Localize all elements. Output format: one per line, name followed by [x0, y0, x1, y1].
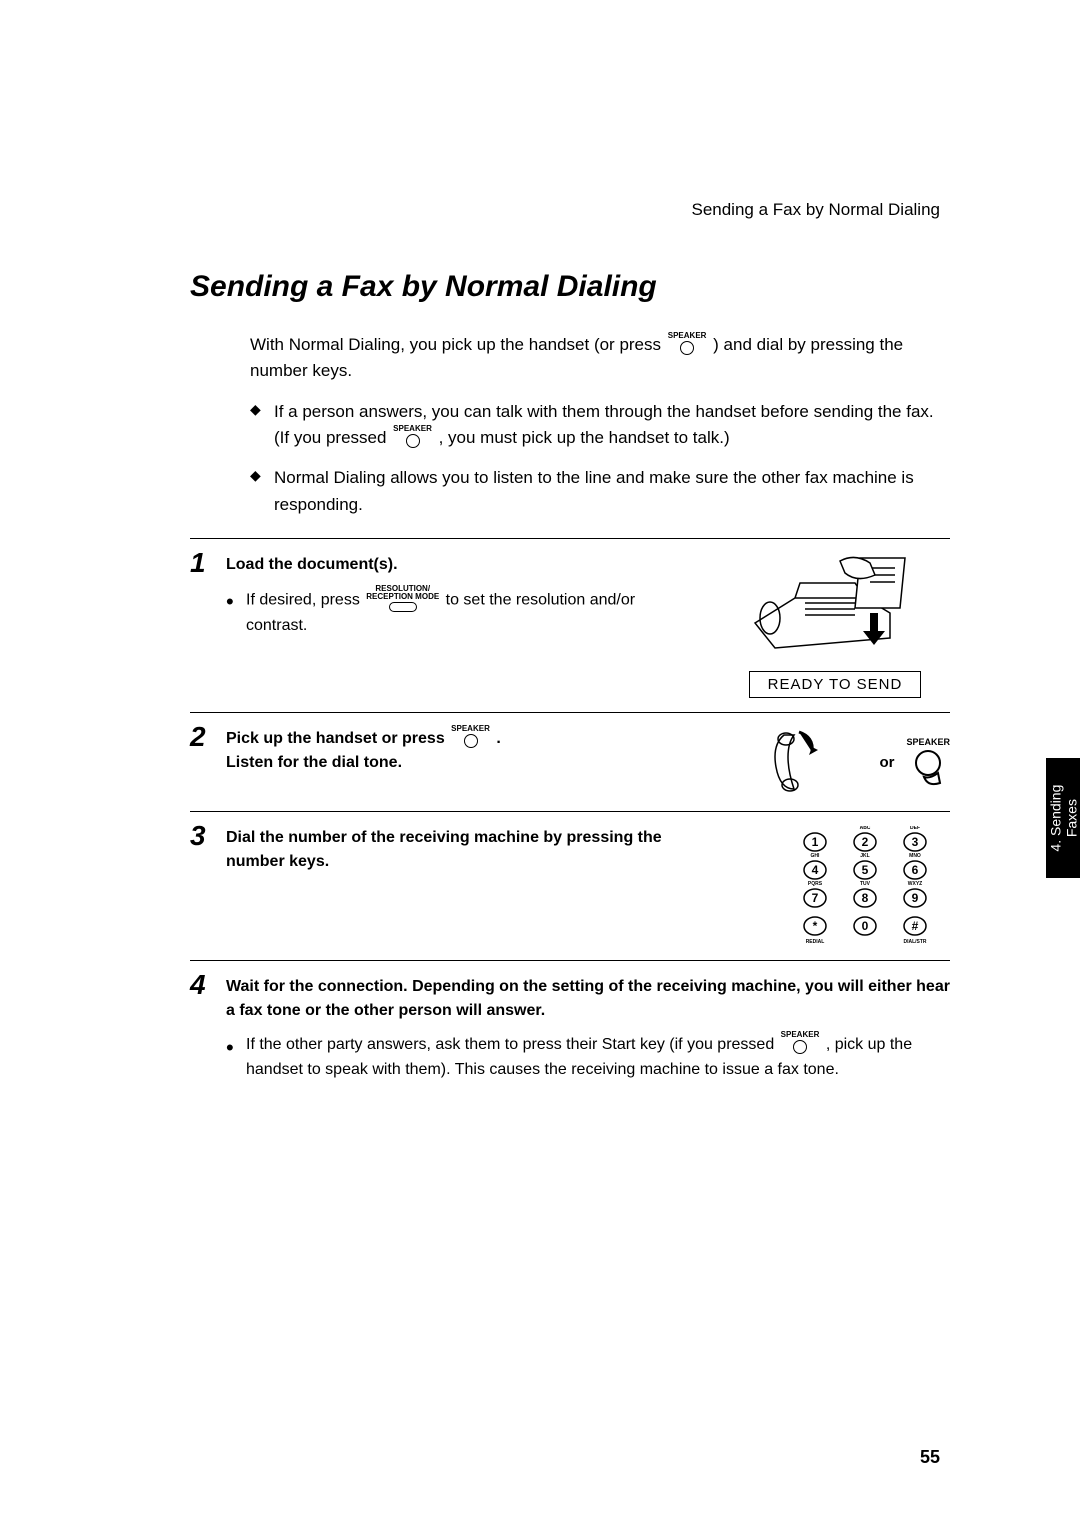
speaker-key-label: SPEAKER — [668, 331, 707, 340]
intro-text-a: With Normal Dialing, you pick up the han… — [250, 335, 666, 354]
tab-line-2: Faxes — [1063, 799, 1079, 837]
speaker-key-icon: SPEAKER — [781, 1031, 820, 1054]
svg-text:8: 8 — [862, 891, 869, 905]
svg-text:7: 7 — [812, 891, 819, 905]
svg-text:JKL: JKL — [860, 853, 869, 859]
svg-text:1: 1 — [812, 835, 819, 849]
step-1-lead: Load the document(s). — [226, 553, 700, 577]
speaker-button-icon — [908, 747, 948, 787]
svg-text:REDIAL: REDIAL — [806, 939, 825, 945]
step-2-text: Pick up the handset or press SPEAKER . L… — [226, 727, 700, 775]
svg-text:DIAL/STR: DIAL/STR — [903, 939, 926, 945]
number-keypad-icon: 1 ABC 2 DEF 3 GHI 4 JKL 5 MNO 6 PQRS 7 TUV 8 WXYZ 9 * 0 # RE… — [790, 826, 940, 946]
svg-text:9: 9 — [912, 891, 919, 905]
intro-bullet-list: If a person answers, you can talk with t… — [250, 399, 950, 518]
svg-text:4: 4 — [812, 863, 819, 877]
svg-text:PQRS: PQRS — [808, 881, 823, 887]
speaker-key-label: SPEAKER — [781, 1030, 820, 1039]
or-text: or — [879, 754, 894, 771]
step2-lead-b: . — [496, 730, 500, 747]
page-number: 55 — [920, 1447, 940, 1468]
speaker-key-icon: SPEAKER — [393, 425, 432, 448]
step-number: 3 — [190, 820, 206, 852]
step-3: 3 Dial the number of the receiving machi… — [190, 812, 950, 961]
section-tab: 4. Sending Faxes — [1046, 758, 1080, 878]
speaker-key-circle-icon — [406, 434, 420, 448]
svg-text:3: 3 — [912, 835, 919, 849]
svg-text:MNO: MNO — [909, 853, 921, 859]
svg-text:*: * — [813, 919, 818, 933]
resmode-label-bot: RECEPTION MODE — [366, 592, 439, 601]
handset-pickup-icon — [764, 727, 824, 797]
step-4: 4 Wait for the connection. Depending on … — [190, 961, 950, 1097]
running-head: Sending a Fax by Normal Dialing — [190, 200, 950, 220]
step4-lead: Wait for the connection. Depending on th… — [226, 975, 950, 1023]
svg-text:DEF: DEF — [910, 826, 920, 831]
intro-bullet-2: Normal Dialing allows you to listen to t… — [250, 465, 950, 518]
step-4-text: Wait for the connection. Depending on th… — [226, 975, 950, 1083]
svg-text:#: # — [912, 919, 919, 933]
step1-sub-a: If desired, press — [246, 592, 364, 609]
step-2-graphic: or SPEAKER — [720, 727, 950, 797]
step-number: 1 — [190, 547, 206, 579]
speaker-key-circle-icon — [793, 1040, 807, 1054]
step-1: 1 Load the document(s). If desired, pres… — [190, 538, 950, 713]
svg-text:GHI: GHI — [811, 853, 821, 859]
step-number: 4 — [190, 969, 206, 1001]
svg-text:ABC: ABC — [860, 826, 871, 831]
intro-paragraph: With Normal Dialing, you pick up the han… — [250, 332, 950, 385]
svg-text:2: 2 — [862, 835, 869, 849]
fax-load-illustration-icon — [745, 553, 925, 663]
lcd-display: READY TO SEND — [749, 671, 922, 698]
resmode-oval-icon — [389, 602, 417, 612]
speaker-key-label: SPEAKER — [393, 424, 432, 433]
step-3-text: Dial the number of the receiving machine… — [226, 826, 700, 874]
speaker-key-icon: SPEAKER — [451, 725, 490, 748]
page-title: Sending a Fax by Normal Dialing — [190, 270, 950, 304]
speaker-key-large: SPEAKER — [906, 737, 950, 787]
step-1-sub: If desired, press RESOLUTION/ RECEPTION … — [226, 587, 700, 639]
speaker-key-label: SPEAKER — [451, 724, 490, 733]
svg-text:6: 6 — [912, 863, 919, 877]
step4-sub-a: If the other party answers, ask them to … — [246, 1036, 779, 1053]
step-2: 2 Pick up the handset or press SPEAKER .… — [190, 713, 950, 812]
step-1-graphic: READY TO SEND — [720, 553, 950, 698]
steps-list: 1 Load the document(s). If desired, pres… — [190, 538, 950, 1097]
step-1-text: Load the document(s). If desired, press … — [226, 553, 700, 639]
svg-text:5: 5 — [862, 863, 869, 877]
speaker-key-icon: SPEAKER — [668, 332, 707, 355]
page: Sending a Fax by Normal Dialing Sending … — [0, 0, 1080, 1157]
step3-lead: Dial the number of the receiving machine… — [226, 829, 662, 870]
svg-text:TUV: TUV — [860, 881, 871, 887]
step-3-graphic: 1 ABC 2 DEF 3 GHI 4 JKL 5 MNO 6 PQRS 7 TUV 8 WXYZ 9 * 0 # RE… — [720, 826, 950, 946]
resolution-mode-key-icon: RESOLUTION/ RECEPTION MODE — [366, 585, 439, 612]
tab-line-1: 4. Sending — [1047, 785, 1063, 852]
speaker-key-circle-icon — [680, 341, 694, 355]
svg-text:0: 0 — [862, 919, 869, 933]
step-4-sub: If the other party answers, ask them to … — [226, 1033, 950, 1083]
speaker-key-circle-icon — [464, 734, 478, 748]
step2-lead-a: Pick up the handset or press — [226, 730, 449, 747]
step-number: 2 — [190, 721, 206, 753]
speaker-key-label: SPEAKER — [906, 737, 950, 747]
bullet1-b: , you must pick up the handset to talk.) — [439, 428, 730, 447]
svg-text:WXYZ: WXYZ — [908, 881, 922, 887]
intro-bullet-1: If a person answers, you can talk with t… — [250, 399, 950, 452]
step2-lead-c: Listen for the dial tone. — [226, 754, 402, 771]
